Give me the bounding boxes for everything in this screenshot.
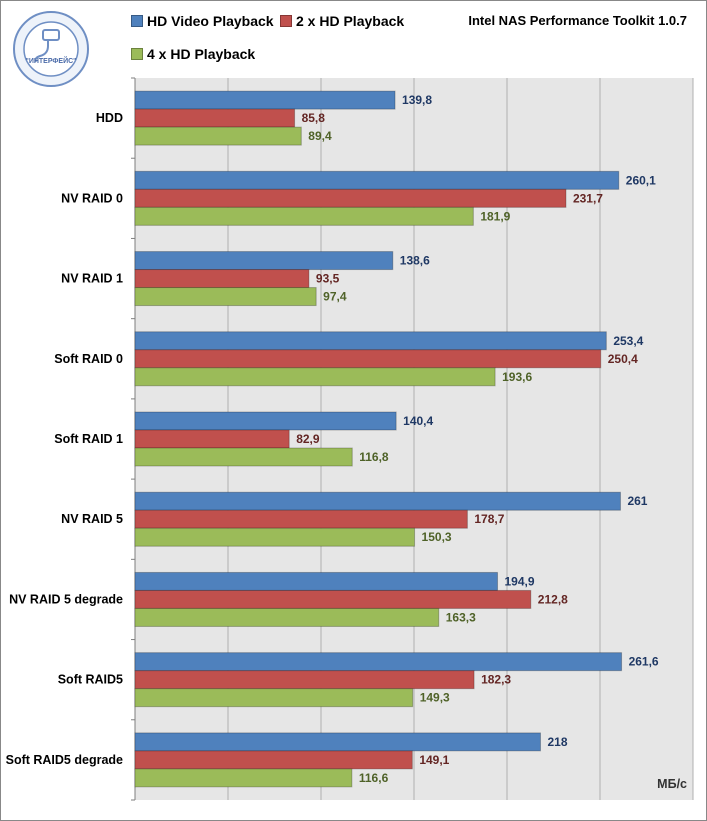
bar (134, 269, 310, 289)
data-label: 149,1 (419, 753, 449, 767)
data-label: 163,3 (446, 610, 476, 624)
bar (134, 331, 607, 351)
data-label: 138,6 (400, 254, 430, 268)
category-label: NV RAID 5 degrade (9, 592, 123, 606)
data-label: 194,9 (505, 574, 535, 588)
legend-swatch-blue (131, 15, 143, 27)
legend-item-hd-video-playback: HD Video Playback (131, 13, 274, 29)
category-label: Soft RAID 0 (54, 352, 123, 366)
legend-item-2x-hd-playback: 2 x HD Playback (280, 13, 404, 29)
bar (134, 349, 602, 369)
data-label: 97,4 (323, 290, 347, 304)
bar (134, 206, 474, 226)
bar (134, 688, 414, 708)
x-axis-unit-label: МБ/с (657, 777, 687, 791)
category-label: NV RAID 1 (61, 272, 123, 286)
bar (134, 527, 416, 547)
bar (134, 287, 317, 307)
legend-label: 4 x HD Playback (147, 46, 256, 62)
category-label: Soft RAID 1 (54, 432, 123, 446)
legend-label: 2 x HD Playback (296, 13, 405, 29)
bar (134, 607, 440, 627)
bar (134, 732, 541, 752)
bar (134, 768, 353, 788)
logo-text: "ИНТЕРФЕЙС" (26, 56, 77, 65)
bar (134, 170, 620, 190)
legend-item-4x-hd-playback: 4 x HD Playback (131, 46, 255, 62)
bar (134, 367, 496, 387)
data-label: 218 (547, 735, 567, 749)
bar (134, 411, 397, 431)
legend-swatch-red (280, 15, 292, 27)
bar (134, 750, 413, 770)
data-label: 82,9 (296, 432, 320, 446)
bar (134, 491, 621, 511)
bar (134, 589, 532, 609)
bar (134, 652, 623, 672)
data-label: 250,4 (608, 352, 638, 366)
category-label: NV RAID 0 (61, 191, 123, 205)
data-label: 212,8 (538, 592, 568, 606)
data-label: 139,8 (402, 93, 432, 107)
bar (134, 670, 475, 690)
data-label: 85,8 (302, 111, 326, 125)
bar (134, 126, 302, 146)
data-label: 231,7 (573, 191, 603, 205)
bar (134, 571, 499, 591)
bar (134, 429, 290, 449)
bar (134, 447, 353, 467)
data-label: 116,8 (359, 450, 389, 464)
bar (134, 251, 394, 271)
bar (134, 509, 468, 529)
data-label: 182,3 (481, 673, 511, 687)
data-label: 116,6 (359, 771, 389, 785)
bar (134, 90, 396, 110)
data-label: 89,4 (308, 129, 332, 143)
data-label: 140,4 (403, 414, 433, 428)
data-label: 261 (627, 494, 647, 508)
data-label: 178,7 (474, 512, 504, 526)
category-label: NV RAID 5 (61, 512, 123, 526)
chart-title: Intel NAS Performance Toolkit 1.0.7 (468, 13, 687, 28)
legend-swatch-green (131, 48, 143, 60)
category-label: Soft RAID5 (58, 673, 123, 687)
data-label: 261,6 (629, 655, 659, 669)
bar (134, 188, 567, 208)
legend-label: HD Video Playback (147, 13, 274, 29)
data-label: 150,3 (422, 530, 452, 544)
bar (134, 108, 296, 128)
interface-logo: "ИНТЕРФЕЙС" (13, 11, 89, 87)
data-label: 93,5 (316, 272, 340, 286)
category-label: HDD (96, 111, 123, 125)
category-label: Soft RAID5 degrade (6, 753, 123, 767)
data-label: 149,3 (420, 691, 450, 705)
data-label: 253,4 (613, 334, 643, 348)
data-label: 193,6 (502, 370, 532, 384)
data-label: 260,1 (626, 173, 656, 187)
data-label: 181,9 (480, 209, 510, 223)
